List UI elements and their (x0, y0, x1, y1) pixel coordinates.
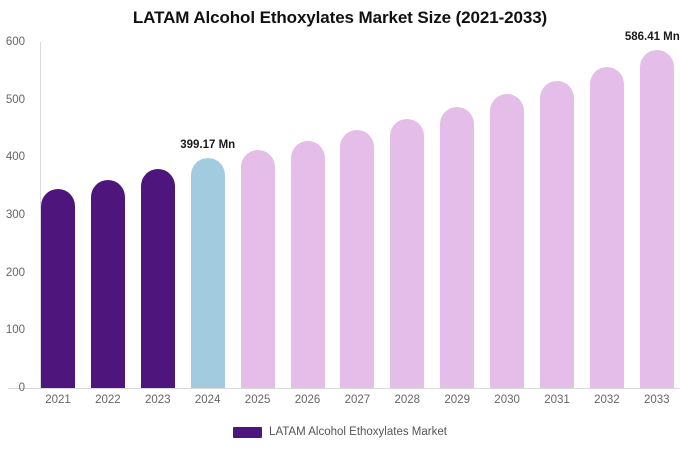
bar-2032[interactable] (589, 66, 624, 388)
bar-2027[interactable] (340, 130, 375, 388)
legend-label: LATAM Alcohol Ethoxylates Market (269, 426, 447, 438)
bar-slot (240, 42, 275, 388)
bar-2023[interactable] (140, 169, 175, 388)
bar-slot (490, 42, 525, 388)
y-axis-tick-label: 200 (5, 266, 25, 279)
bar-value-label-2024: 399.17 Mn (180, 138, 236, 151)
bar-slot (290, 42, 325, 388)
bar-slot (41, 42, 75, 388)
x-axis-tick-label-2025: 2025 (244, 394, 271, 406)
bar-2033[interactable] (639, 49, 674, 388)
y-axis-tick-label: 300 (5, 209, 25, 221)
bar-slot (440, 42, 475, 388)
bar-2021[interactable] (41, 189, 75, 388)
x-axis-tick-label-2028: 2028 (394, 394, 421, 406)
bar-value-label-2033: 586.41 Mn (624, 30, 680, 43)
bar-slot (390, 42, 425, 388)
x-axis-tick-label-2031: 2031 (544, 394, 570, 406)
legend-swatch (233, 426, 263, 438)
x-axis-tick-label-2033: 2033 (644, 394, 670, 406)
bar-2025[interactable] (240, 150, 275, 388)
x-axis-tick-label-2024: 2024 (194, 394, 221, 406)
x-axis-line (8, 388, 680, 389)
bar-slot: 586.41 Mn (625, 31, 680, 388)
bar-2029[interactable] (440, 107, 475, 388)
x-axis-tick-label-2021: 2021 (45, 394, 71, 406)
chart-legend: LATAM Alcohol Ethoxylates Market (0, 426, 680, 438)
legend-item[interactable]: LATAM Alcohol Ethoxylates Market (233, 426, 447, 438)
bar-2026[interactable] (290, 141, 325, 388)
y-axis-tick-label: 600 (5, 36, 25, 48)
bar-2031[interactable] (540, 81, 574, 388)
y-axis-tick-label: 0 (18, 382, 25, 394)
bar-2030[interactable] (490, 94, 525, 388)
y-axis-tick-label: 100 (5, 324, 25, 337)
bar-2028[interactable] (390, 119, 425, 388)
bar-slot (540, 42, 574, 388)
x-axis-tick-label-2023: 2023 (145, 394, 171, 406)
x-axis-tick-label-2030: 2030 (494, 394, 520, 406)
x-axis-tick-label-2026: 2026 (294, 394, 321, 406)
y-axis-line (40, 42, 41, 389)
bar-slot (589, 42, 624, 388)
bar-2022[interactable] (90, 179, 125, 388)
plot-area: 399.17 Mn 586.41 Mn (41, 31, 680, 388)
y-axis-tick-label: 500 (5, 93, 25, 106)
chart-title: LATAM Alcohol Ethoxylates Market Size (2… (132, 8, 548, 27)
y-axis-tick-label: 400 (5, 151, 25, 164)
x-axis-tick-label-2022: 2022 (95, 394, 121, 406)
bar-slot (340, 42, 375, 388)
bar-slot: 399.17 Mn (180, 42, 235, 388)
bar-2024[interactable] (190, 157, 225, 388)
bar-slot (140, 42, 175, 388)
x-axis-tick-label-2032: 2032 (594, 394, 620, 406)
bar-slot (90, 42, 125, 388)
x-axis-tick-label-2027: 2027 (344, 394, 371, 406)
x-axis-tick-label-2029: 2029 (444, 394, 470, 406)
